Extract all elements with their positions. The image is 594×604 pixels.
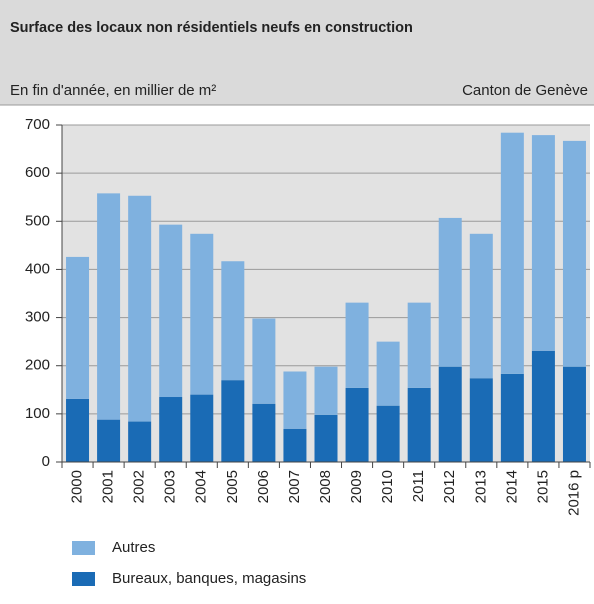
x-tick-label: 2010	[379, 470, 396, 503]
bar-segment	[252, 403, 276, 462]
bar-segment	[376, 341, 400, 406]
legend-swatch	[72, 572, 95, 586]
bar-segment	[314, 366, 338, 415]
x-tick-label: 2007	[286, 470, 303, 503]
chart-title: Surface des locaux non résidentiels neuf…	[10, 20, 413, 36]
bar-segment	[66, 256, 90, 399]
bar-segment	[500, 373, 524, 462]
chart-subtitle: En fin d'année, en millier de m²	[10, 82, 216, 99]
bar-segment	[190, 394, 214, 462]
y-tick-label: 700	[25, 116, 50, 133]
bar-segment	[407, 302, 431, 388]
bar-segment	[438, 366, 462, 462]
bar-segment	[345, 387, 369, 462]
y-tick-label: 600	[25, 164, 50, 181]
y-tick-label: 100	[25, 405, 50, 422]
legend-swatch	[72, 541, 95, 555]
bar-segment	[469, 378, 493, 462]
x-tick-label: 2009	[348, 470, 365, 503]
annotation: Canton de Genève	[462, 82, 588, 99]
bar-segment	[97, 193, 121, 420]
bar-segment	[190, 233, 214, 395]
x-tick-label: 2011	[410, 470, 427, 502]
legend-label: Bureaux, banques, magasins	[112, 570, 306, 587]
bar-segment	[221, 380, 245, 462]
bar-segment	[407, 387, 431, 462]
legend-label: Autres	[112, 539, 155, 556]
x-tick-label: 2015	[534, 470, 551, 503]
x-tick-label: 2016 p	[565, 470, 582, 516]
bar-segment	[345, 302, 369, 388]
bar-segment	[531, 135, 555, 351]
bar-segment	[500, 132, 524, 374]
x-tick-label: 2012	[441, 470, 458, 503]
x-tick-label: 2006	[255, 470, 272, 503]
bar-segment	[562, 366, 586, 462]
y-tick-label: 500	[25, 212, 50, 229]
x-tick-label: 2004	[193, 470, 210, 503]
bar-segment	[128, 421, 152, 462]
bar-segment	[159, 224, 183, 398]
bar-segment	[531, 350, 555, 462]
bar-segment	[283, 428, 307, 462]
x-tick-label: 2001	[100, 470, 117, 503]
y-tick-label: 0	[42, 453, 50, 470]
bar-segment	[562, 140, 586, 367]
bar-segment	[283, 371, 307, 429]
header-band	[0, 0, 594, 105]
bar-segment	[159, 397, 183, 462]
x-tick-label: 2003	[162, 470, 179, 503]
y-tick-label: 400	[25, 260, 50, 277]
x-tick-label: 2013	[472, 470, 489, 503]
x-tick-label: 2008	[317, 470, 334, 503]
bar-segment	[314, 414, 338, 462]
bar-segment	[252, 318, 276, 404]
x-tick-label: 2005	[224, 470, 241, 503]
x-tick-label: 2000	[68, 470, 85, 503]
bar-segment	[376, 405, 400, 462]
x-tick-label: 2002	[131, 470, 148, 503]
bar-segment	[221, 261, 245, 381]
bar-segment	[66, 398, 90, 462]
bar-segment	[128, 195, 152, 422]
x-tick-label: 2014	[503, 470, 520, 503]
bar-segment	[469, 233, 493, 379]
y-tick-label: 200	[25, 357, 50, 374]
y-tick-label: 300	[25, 309, 50, 326]
bar-segment	[97, 419, 121, 462]
bar-segment	[438, 217, 462, 367]
